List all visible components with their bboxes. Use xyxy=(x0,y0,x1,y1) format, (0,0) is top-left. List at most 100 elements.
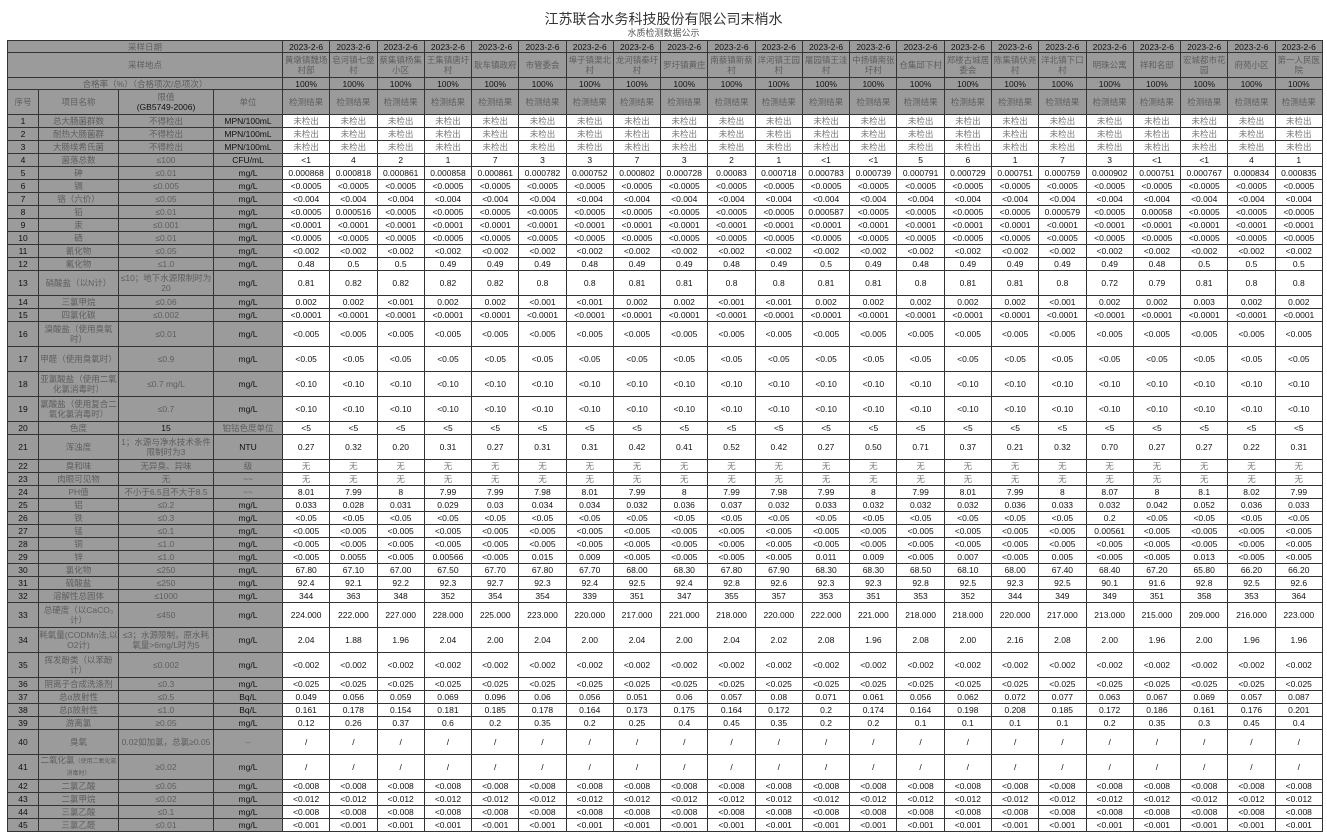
result-cell: <0.005 xyxy=(282,524,331,538)
item-limit: ≤0.001 xyxy=(118,218,214,232)
result-cell: / xyxy=(565,729,614,755)
sample-date: 2023-2-6 xyxy=(707,40,756,53)
result-cell: <0.0001 xyxy=(1038,218,1087,232)
result-cell: / xyxy=(660,754,709,780)
result-cell: <0.012 xyxy=(518,792,567,806)
result-cell: 0.164 xyxy=(896,703,945,717)
item-limit: ≤100 xyxy=(118,153,214,167)
result-cell: <0.002 xyxy=(423,652,473,678)
result-cell: <0.0005 xyxy=(1180,231,1229,245)
result-cell: <0.005 xyxy=(471,550,520,564)
result-cell: 无 xyxy=(1227,459,1276,473)
item-unit: mg/L xyxy=(212,716,284,730)
result-cell: <0.05 xyxy=(1274,511,1324,525)
result-cell: 未检出 xyxy=(660,127,709,141)
item-name: 臭和味 xyxy=(38,459,119,473)
result-cell: <0.005 xyxy=(1227,550,1276,564)
result-cell: <0.008 xyxy=(896,779,945,793)
result-cell: <0.008 xyxy=(1274,779,1324,793)
result-cell: <0.004 xyxy=(801,192,851,206)
result-cell: <0.0001 xyxy=(612,308,662,322)
result-cell: <0.001 xyxy=(518,818,567,832)
result-cell: <0.05 xyxy=(801,511,851,525)
result-cell: 2.04 xyxy=(282,627,331,653)
result-cell: <0.005 xyxy=(329,321,378,347)
result-cell: <0.05 xyxy=(943,511,993,525)
item-limit: ≤0.01 xyxy=(118,205,214,219)
result-cell: <0.005 xyxy=(1274,524,1324,538)
result-cell: <0.005 xyxy=(801,524,851,538)
result-cell: <0.001 xyxy=(707,295,756,309)
sample-location: 屠园镇王洼村 xyxy=(801,52,851,78)
item-name: 镉 xyxy=(38,179,119,193)
result-cell: 0.81 xyxy=(612,270,662,296)
result-cell: 92.6 xyxy=(754,576,803,590)
row-number: 35 xyxy=(7,652,39,678)
result-cell: 2.08 xyxy=(1038,627,1087,653)
result-cell: 未检出 xyxy=(849,127,898,141)
result-cell: 8.01 xyxy=(565,485,614,499)
result-cell: <5 xyxy=(1274,421,1324,435)
item-name: 锰 xyxy=(38,524,119,538)
result-cell: 0.032 xyxy=(754,498,803,512)
item-name: 氟化物 xyxy=(38,257,119,271)
result-cell: 0.06 xyxy=(660,690,709,704)
result-cell: <0.012 xyxy=(896,792,945,806)
result-cell: <0.05 xyxy=(1038,511,1087,525)
result-cell: 未检出 xyxy=(282,140,331,154)
result-cell: / xyxy=(1085,729,1134,755)
result-cell: 0.8 xyxy=(565,270,614,296)
result-cell: 66.20 xyxy=(1274,563,1324,577)
item-limit: ≤0.01 xyxy=(118,166,214,180)
sample-location: 黄墩镇魏场村部 xyxy=(282,52,331,78)
item-name: 总大肠菌群数 xyxy=(38,114,119,128)
item-unit: mg/L xyxy=(212,576,284,590)
result-cell: 未检出 xyxy=(990,127,1040,141)
result-cell: <0.005 xyxy=(612,537,662,551)
result-cell: 0.052 xyxy=(1180,498,1229,512)
result-cell: <0.002 xyxy=(1180,244,1229,258)
pass-rate: 100% xyxy=(849,77,898,90)
result-cell: <0.0001 xyxy=(990,218,1040,232)
result-cell: <0.008 xyxy=(1038,805,1087,819)
result-cell: <0.0001 xyxy=(565,308,614,322)
item-limit: ≤0.05 xyxy=(118,244,214,258)
result-cell: 223.000 xyxy=(1274,602,1324,628)
result-cell: <0.005 xyxy=(471,537,520,551)
result-cell: 无 xyxy=(896,459,945,473)
result-cell: 5 xyxy=(896,153,945,167)
result-cell: <0.004 xyxy=(1180,192,1229,206)
result-cell: 7.99 xyxy=(329,485,378,499)
result-cell: <0.10 xyxy=(1085,371,1134,397)
result-cell: 92.2 xyxy=(376,576,425,590)
result-cell: 0.45 xyxy=(707,716,756,730)
pass-rate: 100% xyxy=(754,77,803,90)
result-cell: <0.0005 xyxy=(329,179,378,193)
result-cell: 未检出 xyxy=(518,114,567,128)
col-header-result: 检测结果 xyxy=(282,89,331,115)
result-cell: 0.81 xyxy=(801,270,851,296)
result-cell: / xyxy=(612,729,662,755)
row-number: 1 xyxy=(7,114,39,128)
item-limit: ≤0.002 xyxy=(118,308,214,322)
result-cell: 0.5 xyxy=(1227,257,1276,271)
result-cell: 7.99 xyxy=(707,485,756,499)
result-cell: 2.04 xyxy=(518,627,567,653)
result-cell: <0.0005 xyxy=(801,231,851,245)
result-cell: 0.164 xyxy=(707,703,756,717)
result-cell: <0.10 xyxy=(376,371,425,397)
result-cell: <0.004 xyxy=(423,192,473,206)
result-cell: 无 xyxy=(423,459,473,473)
col-header-result: 检测结果 xyxy=(1038,89,1087,115)
result-cell: 未检出 xyxy=(565,127,614,141)
result-cell: <0.002 xyxy=(1180,652,1229,678)
result-cell: <0.10 xyxy=(754,396,803,422)
result-cell: 0.49 xyxy=(754,257,803,271)
result-cell: 无 xyxy=(660,459,709,473)
result-cell: 0.002 xyxy=(990,295,1040,309)
item-limit: ≤1.0 xyxy=(118,537,214,551)
row-number: 5 xyxy=(7,166,39,180)
row-number: 43 xyxy=(7,792,39,806)
item-name: 氯化物 xyxy=(38,563,119,577)
result-cell: <0.0001 xyxy=(1274,218,1324,232)
